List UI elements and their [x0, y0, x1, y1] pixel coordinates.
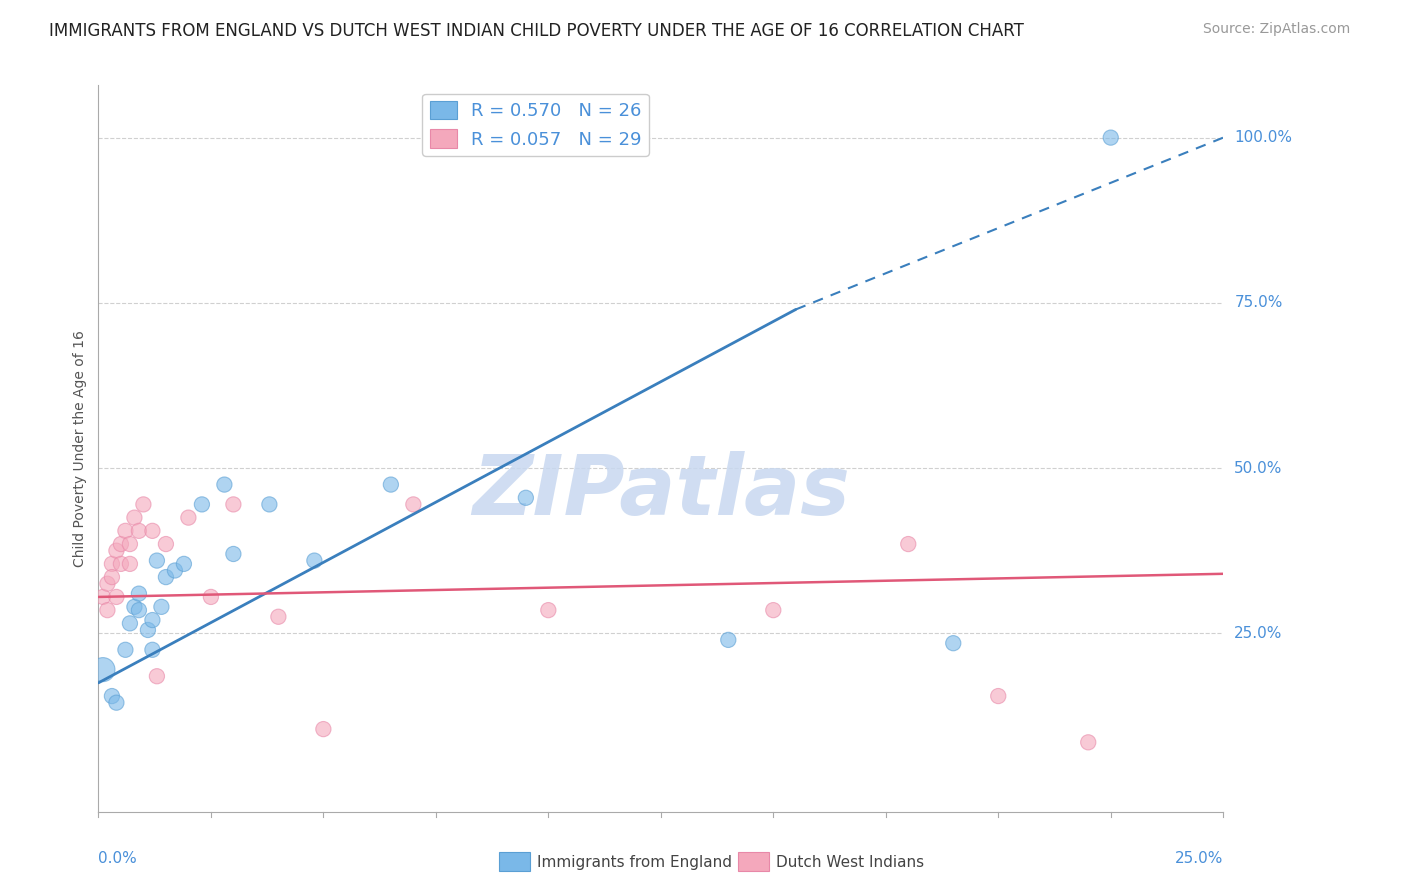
Point — [96, 576, 118, 591]
Text: 100.0%: 100.0% — [1234, 130, 1292, 145]
Point — [173, 557, 195, 571]
Point — [124, 510, 146, 524]
Point — [267, 609, 290, 624]
Text: IMMIGRANTS FROM ENGLAND VS DUTCH WEST INDIAN CHILD POVERTY UNDER THE AGE OF 16 C: IMMIGRANTS FROM ENGLAND VS DUTCH WEST IN… — [49, 22, 1024, 40]
Point — [128, 587, 150, 601]
Point — [380, 477, 402, 491]
Text: Dutch West Indians: Dutch West Indians — [776, 855, 924, 870]
Point — [124, 599, 146, 614]
Point — [155, 570, 177, 584]
Point — [312, 722, 335, 736]
Text: ZIPatlas: ZIPatlas — [472, 451, 849, 533]
Point — [110, 557, 132, 571]
Point — [222, 547, 245, 561]
Point — [304, 553, 326, 567]
Point — [105, 696, 128, 710]
Point — [897, 537, 920, 551]
Text: 25.0%: 25.0% — [1175, 851, 1223, 865]
Text: 0.0%: 0.0% — [98, 851, 138, 865]
Point — [136, 623, 159, 637]
Point — [128, 524, 150, 538]
Point — [141, 524, 163, 538]
Point — [141, 642, 163, 657]
Point — [91, 590, 114, 604]
Point — [101, 570, 124, 584]
Point — [141, 613, 163, 627]
Text: 75.0%: 75.0% — [1234, 295, 1282, 310]
Point — [114, 524, 136, 538]
Point — [155, 537, 177, 551]
Point — [1077, 735, 1099, 749]
Point — [105, 590, 128, 604]
Point — [132, 497, 155, 511]
Point — [214, 477, 236, 491]
Text: 50.0%: 50.0% — [1234, 460, 1282, 475]
Point — [515, 491, 537, 505]
Point — [105, 543, 128, 558]
Point — [402, 497, 425, 511]
Point — [200, 590, 222, 604]
Point — [537, 603, 560, 617]
Point — [101, 689, 124, 703]
Point — [987, 689, 1010, 703]
Point — [110, 537, 132, 551]
Text: 25.0%: 25.0% — [1234, 626, 1282, 640]
Point — [118, 616, 141, 631]
Point — [1099, 130, 1122, 145]
Point — [128, 603, 150, 617]
Y-axis label: Child Poverty Under the Age of 16: Child Poverty Under the Age of 16 — [73, 330, 87, 566]
Point — [177, 510, 200, 524]
Point — [101, 557, 124, 571]
Legend: R = 0.570   N = 26, R = 0.057   N = 29: R = 0.570 N = 26, R = 0.057 N = 29 — [422, 94, 648, 156]
Point — [222, 497, 245, 511]
Text: Immigrants from England: Immigrants from England — [537, 855, 733, 870]
Point — [146, 669, 169, 683]
Point — [150, 599, 173, 614]
Point — [163, 564, 186, 578]
Point — [146, 553, 169, 567]
Point — [118, 557, 141, 571]
Point — [942, 636, 965, 650]
Text: Source: ZipAtlas.com: Source: ZipAtlas.com — [1202, 22, 1350, 37]
Point — [717, 632, 740, 647]
Point — [91, 663, 114, 677]
Point — [118, 537, 141, 551]
Point — [259, 497, 281, 511]
Point — [96, 603, 118, 617]
Point — [191, 497, 214, 511]
Point — [762, 603, 785, 617]
Point — [114, 642, 136, 657]
